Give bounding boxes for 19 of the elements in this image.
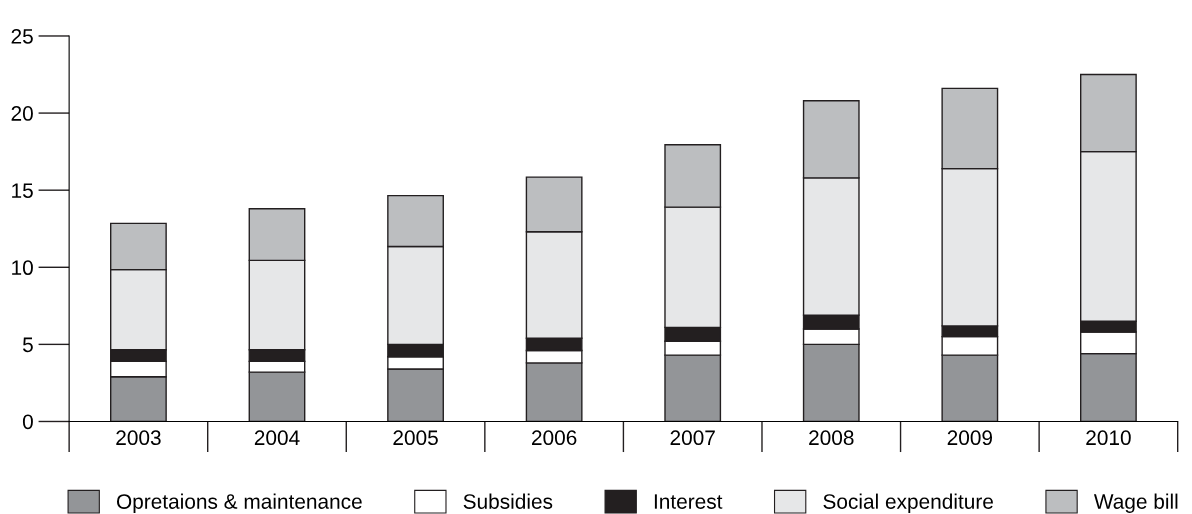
x-tick-label: 2008 — [809, 430, 854, 446]
y-tick-label: 15 — [12, 183, 33, 198]
y-tick-label: 25 — [11, 28, 33, 44]
y-tick-label: 5 — [22, 337, 33, 353]
x-tick-label: 2010 — [1086, 430, 1131, 446]
legend-label: Subsidies — [463, 493, 553, 509]
x-tick-label: 2007 — [670, 430, 715, 446]
y-tick-label: 20 — [11, 106, 33, 121]
x-tick-label: 2005 — [393, 430, 438, 446]
x-tick-label: 2003 — [116, 430, 161, 446]
x-tick-label: 2004 — [254, 430, 300, 446]
y-tick-label: 10 — [12, 260, 33, 276]
legend-label: Social expenditure — [823, 493, 993, 513]
x-tick-label: 2006 — [532, 430, 577, 446]
legend-label: Opretaions & maintenance — [116, 493, 362, 513]
y-tick-label: 0 — [22, 414, 33, 430]
x-tick-label: 2009 — [947, 430, 993, 446]
legend-label: Wage bill — [1093, 493, 1178, 513]
legend-label: Interest — [654, 494, 723, 509]
